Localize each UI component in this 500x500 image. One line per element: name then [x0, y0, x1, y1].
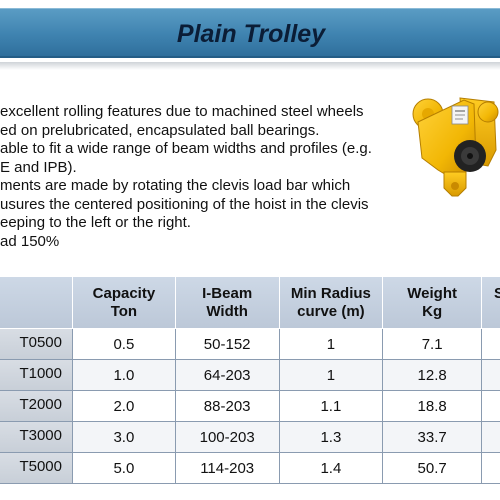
column-header-weight: Weight Kg	[383, 277, 483, 329]
feature-line: E and IPB).	[0, 158, 77, 176]
column-header-extra: S	[482, 277, 500, 329]
model-code: T2000	[19, 395, 62, 413]
feature-line: excellent rolling features due to machin…	[0, 103, 364, 120]
header-line: Kg	[422, 302, 443, 320]
feature-line: eeping to the left or the right.	[0, 214, 191, 231]
beam-width-cell: 114-203	[175, 453, 280, 484]
capacity-cell: 5.0	[73, 453, 176, 484]
min-radius-cell: 1	[279, 360, 384, 391]
page-title: Plain Trolley	[176, 20, 326, 48]
model-code: T5000	[19, 457, 62, 475]
weight-cell: 7.1	[383, 329, 483, 360]
header-line: Ton	[110, 302, 138, 320]
feature-line: usures the centered positioning of the h…	[0, 195, 369, 213]
feature-line: ad 150%	[0, 232, 60, 250]
trolley-product-photo	[412, 97, 499, 197]
table-row: T2000 2.0 88-203 1.1 18.8	[0, 391, 500, 422]
weight-cell: 33.7	[383, 422, 483, 453]
column-header-min-radius: Min Radius curve (m)	[279, 277, 384, 329]
model-cell: T0500	[0, 329, 73, 360]
spec-table: Capacity Ton I-Beam Width Min Radius cur…	[0, 277, 500, 484]
feature-line: ed on prelubricated, encapsulated ball b…	[0, 121, 320, 139]
table-row: T5000 5.0 114-203 1.4 50.7	[0, 453, 500, 484]
model-code: T1000	[19, 364, 62, 382]
extra-cell	[482, 360, 500, 391]
table-row: T0500 0.5 50-152 1 7.1	[0, 329, 500, 360]
header-line: curve (m)	[297, 302, 365, 320]
header-line: Weight	[407, 284, 457, 302]
features-list: excellent rolling features due to machin…	[0, 103, 400, 251]
weight-cell: 12.8	[383, 360, 483, 391]
extra-cell	[482, 329, 500, 360]
beam-width-cell: 88-203	[175, 391, 280, 422]
table-row: T1000 1.0 64-203 1 12.8	[0, 360, 500, 391]
feature-line: able to fit a wide range of beam widths …	[0, 140, 372, 157]
model-cell: T5000	[0, 453, 73, 484]
column-header-beam-width: I-Beam Width	[175, 277, 280, 329]
weight-cell: 18.8	[383, 391, 483, 422]
header-line: Capacity	[92, 284, 156, 302]
min-radius-cell: 1	[279, 329, 384, 360]
header-line: I-Beam	[202, 284, 253, 302]
feature-line: ments are made by rotating the clevis lo…	[0, 177, 351, 194]
beam-width-cell: 50-152	[175, 329, 280, 360]
beam-width-cell: 100-203	[175, 422, 280, 453]
extra-cell	[482, 422, 500, 453]
model-cell: T2000	[0, 391, 73, 422]
model-cell: T3000	[0, 422, 73, 453]
model-code: T3000	[19, 426, 62, 444]
extra-cell	[482, 391, 500, 422]
capacity-cell: 1.0	[73, 360, 176, 391]
extra-cell	[482, 453, 500, 484]
min-radius-cell: 1.4	[279, 453, 384, 484]
header-line: S	[494, 284, 500, 302]
title-shadow	[0, 62, 500, 70]
model-cell: T1000	[0, 360, 73, 391]
weight-cell: 50.7	[383, 453, 483, 484]
min-radius-cell: 1.1	[279, 391, 384, 422]
min-radius-cell: 1.3	[279, 422, 384, 453]
table-header-row: Capacity Ton I-Beam Width Min Radius cur…	[0, 277, 500, 329]
beam-width-cell: 64-203	[175, 360, 280, 391]
title-bar: Plain Trolley	[0, 8, 500, 58]
table-row: T3000 3.0 100-203 1.3 33.7	[0, 422, 500, 453]
column-header-capacity: Capacity Ton	[73, 277, 176, 329]
header-line: Width	[206, 302, 248, 320]
header-line: Min Radius	[290, 284, 371, 302]
capacity-cell: 2.0	[73, 391, 176, 422]
column-header-model	[0, 277, 73, 329]
capacity-cell: 3.0	[73, 422, 176, 453]
model-code: T0500	[19, 333, 62, 351]
capacity-cell: 0.5	[73, 329, 176, 360]
